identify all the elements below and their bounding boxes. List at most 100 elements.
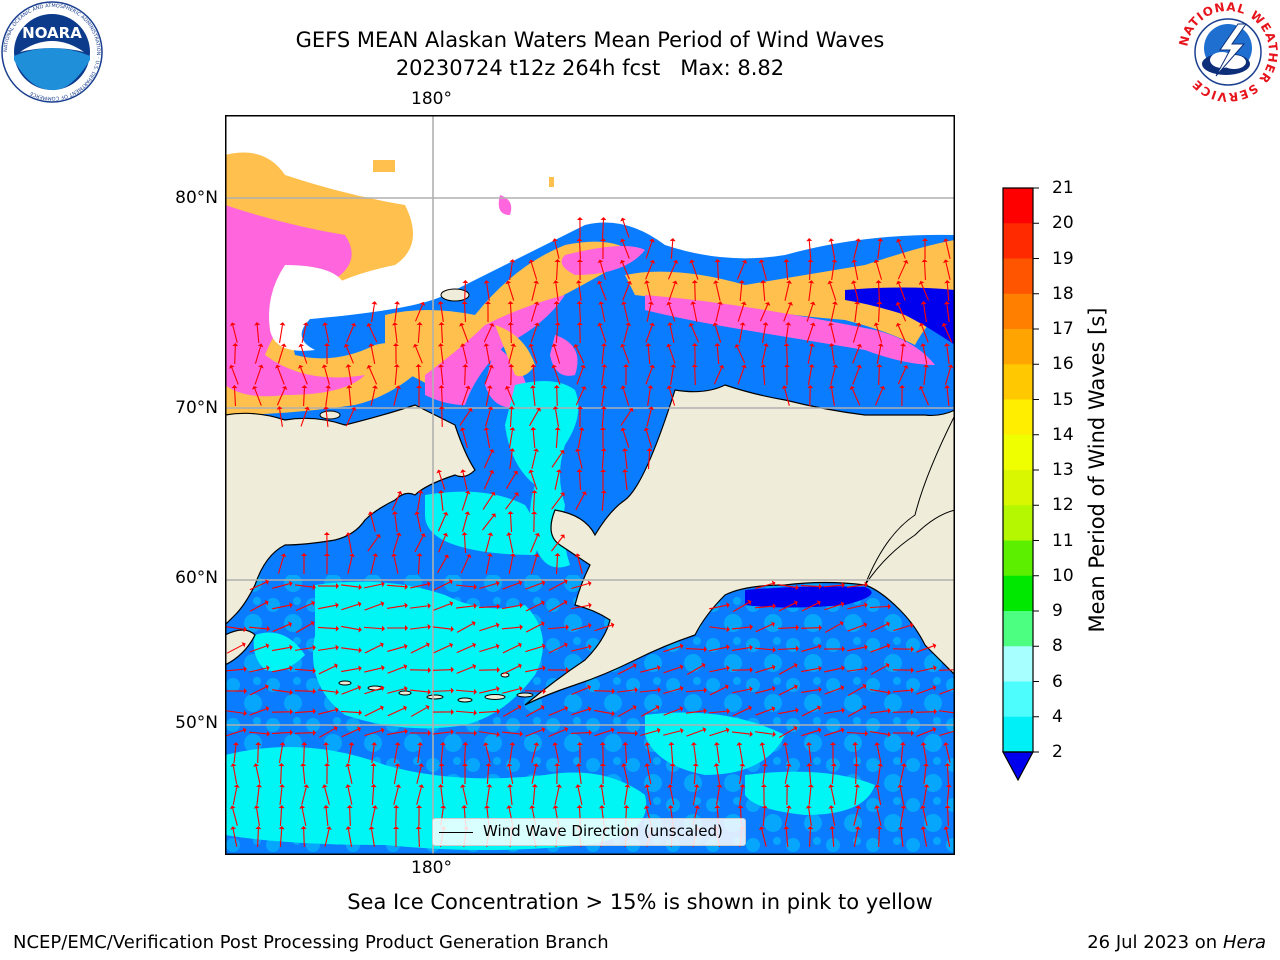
wave-direction-arrow — [669, 763, 676, 785]
wave-direction-arrow — [943, 301, 950, 322]
wave-direction-arrow — [370, 784, 377, 806]
colorbar-band — [1003, 646, 1033, 682]
sea-ice-area — [225, 152, 955, 415]
wave-direction-arrow — [525, 600, 545, 612]
wave-direction-arrow — [737, 364, 747, 385]
wave-direction-arrow — [551, 450, 565, 468]
chart-subtitle: 20230724 t12z 264h fcst Max: 8.82 — [395, 56, 785, 80]
wave-direction-arrow — [254, 322, 261, 344]
colorbar-tick-label: 15 — [1052, 389, 1074, 410]
wave-direction-arrow — [509, 259, 516, 280]
wave-direction-arrow — [778, 600, 798, 612]
wave-direction-arrow — [525, 704, 545, 717]
wave-direction-arrow — [346, 322, 357, 343]
wave-direction-arrow — [225, 688, 247, 695]
wave-direction-arrow — [571, 684, 592, 696]
wave-direction-arrow — [552, 280, 559, 301]
wave-direction-arrow — [368, 826, 376, 847]
wave-direction-arrow — [347, 553, 356, 574]
lat-label-60: 60°N — [175, 568, 218, 588]
wave-direction-arrow — [318, 706, 339, 715]
wave-direction-arrow — [438, 385, 445, 407]
wave-direction-arrow — [414, 511, 422, 532]
wave-direction-arrow — [318, 725, 338, 738]
wave-direction-arrow — [370, 385, 378, 406]
wave-direction-arrow — [597, 259, 607, 280]
wave-direction-arrow — [502, 704, 522, 717]
wave-direction-arrow — [371, 742, 378, 763]
wave-direction-arrow — [272, 644, 293, 652]
wave-direction-arrow — [620, 343, 630, 364]
wave-direction-arrow — [226, 727, 247, 737]
wave-direction-arrow — [807, 259, 814, 281]
legend-line-symbol — [439, 832, 473, 833]
wave-direction-arrow — [847, 602, 868, 610]
wave-direction-arrow — [829, 826, 836, 848]
wave-direction-arrow — [852, 322, 862, 343]
chart-title: GEFS MEAN Alaskan Waters Mean Period of … — [295, 28, 885, 52]
wave-direction-arrow — [504, 385, 515, 406]
wave-direction-arrow — [759, 742, 767, 763]
wave-direction-arrow — [737, 259, 748, 280]
wave-direction-arrow — [295, 600, 315, 612]
wave-direction-arrow — [341, 665, 362, 673]
wave-direction-arrow — [226, 626, 247, 633]
wave-direction-arrow — [732, 644, 753, 652]
wave-direction-arrow — [391, 322, 398, 343]
wave-direction-arrow — [600, 469, 607, 491]
wave-direction-arrow — [895, 322, 907, 343]
wave-direction-arrow — [594, 727, 615, 737]
wave-direction-arrow — [874, 385, 886, 406]
wave-direction-arrow — [762, 763, 768, 785]
wave-direction-arrow — [387, 705, 407, 717]
wave-direction-arrow — [531, 511, 538, 533]
wave-direction-arrow — [854, 301, 861, 322]
wave-direction-arrow — [873, 322, 883, 343]
colorbar-tick-label: 17 — [1052, 319, 1074, 339]
wave-direction-arrow — [778, 707, 799, 715]
wave-direction-arrow — [276, 406, 283, 427]
wave-direction-arrow — [778, 663, 798, 675]
wave-direction-arrow — [321, 364, 330, 385]
wave-direction-arrow — [573, 344, 585, 364]
wave-direction-arrow — [800, 583, 822, 590]
wave-direction-arrow — [294, 708, 316, 715]
wave-direction-arrow — [640, 664, 661, 673]
wave-direction-arrow — [323, 532, 330, 554]
wave-direction-arrow — [455, 730, 477, 737]
wave-direction-arrow — [509, 742, 516, 763]
wave-direction-arrow — [255, 826, 262, 848]
wave-direction-arrow — [575, 280, 582, 301]
wave-direction-arrow — [460, 784, 468, 805]
wave-direction-arrow — [462, 763, 469, 785]
wave-direction-arrow — [576, 238, 583, 260]
wave-direction-arrow — [761, 805, 768, 827]
wave-direction-arrow — [785, 322, 792, 343]
wave-direction-arrow — [507, 322, 514, 344]
wave-direction-arrow — [877, 763, 884, 784]
wave-direction-arrow — [459, 427, 468, 448]
wave-direction-arrow — [944, 364, 954, 385]
wave-direction-arrow — [416, 553, 423, 575]
wave-direction-arrow — [876, 301, 883, 323]
wave-direction-arrow — [807, 364, 815, 385]
wave-direction-arrow — [230, 826, 238, 847]
wave-direction-arrow — [554, 763, 561, 785]
wave-direction-arrow — [433, 579, 453, 591]
wave-direction-arrow — [870, 643, 891, 653]
wave-direction-arrow — [601, 364, 608, 385]
wave-direction-arrow — [386, 583, 408, 590]
wave-direction-arrow — [323, 742, 330, 764]
wave-direction-arrow — [663, 705, 684, 716]
wave-direction-arrow — [709, 644, 730, 652]
wave-direction-arrow — [438, 364, 445, 386]
no-data-area — [225, 115, 955, 325]
wave-direction-arrow — [276, 386, 288, 406]
wave-direction-arrow — [778, 684, 798, 696]
wave-direction-arrow — [847, 581, 868, 588]
colorbar-tick-label: 9 — [1052, 601, 1063, 621]
wave-direction-arrow — [686, 662, 706, 675]
colorbar — [1001, 187, 1039, 782]
wave-direction-arrow — [294, 584, 316, 591]
wave-direction-arrow — [525, 643, 546, 653]
